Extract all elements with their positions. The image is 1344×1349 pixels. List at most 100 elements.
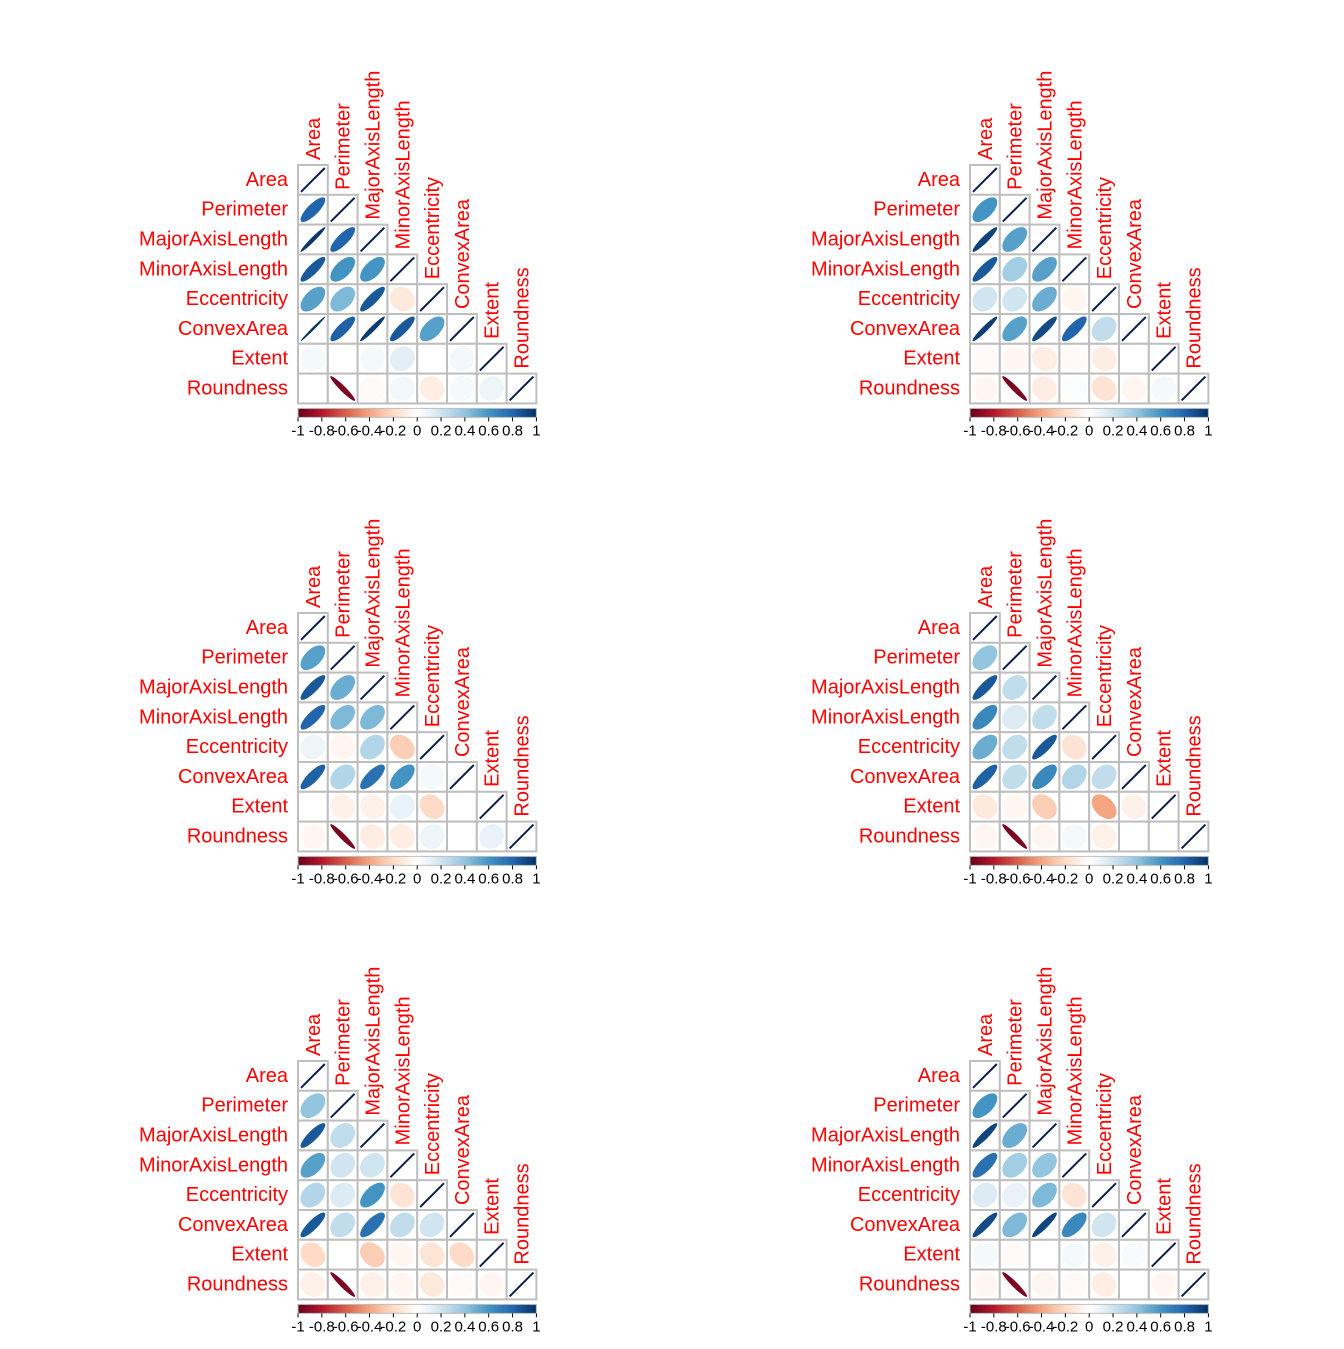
corr-ellipse-Extent-MajorAxisLength xyxy=(360,346,385,372)
colorbar-tick-label: 0 xyxy=(1085,870,1093,887)
colorbar-tick-label: 0 xyxy=(1085,1318,1093,1335)
corrplot-panel-2: Area Perimeter MajorAxisLength MinorAxisLen… xyxy=(811,71,1213,440)
corr-ellipse-Perimeter-Area xyxy=(300,1093,326,1119)
row-label-Perimeter: Perimeter xyxy=(201,1095,288,1117)
col-label-Extent: Extent xyxy=(482,282,504,339)
row-label-Area: Area xyxy=(246,617,289,639)
col-label-Roundness: Roundness xyxy=(512,715,534,816)
row-label-MinorAxisLength: MinorAxisLength xyxy=(139,706,288,728)
colorbar-tick-label: 0.8 xyxy=(502,870,523,887)
colorbar-tick-label: -0.2 xyxy=(1052,870,1078,887)
corr-ellipse-Extent-MajorAxisLength xyxy=(360,794,385,820)
corr-ellipse-Extent-MinorAxisLength xyxy=(1061,794,1087,820)
corr-ellipse-Perimeter-Area xyxy=(972,645,998,671)
colorbar xyxy=(297,407,537,418)
col-label-Area: Area xyxy=(303,117,325,160)
diagonal-mark-Perimeter xyxy=(330,1093,356,1119)
corr-ellipse-Extent-Eccentricity xyxy=(419,794,445,820)
diagonal-mark-Area xyxy=(972,167,998,193)
corr-ellipse-ConvexArea-MajorAxisLength xyxy=(360,764,385,790)
corr-ellipse-Perimeter-Area xyxy=(300,645,326,671)
diagonal-mark-Eccentricity xyxy=(1091,734,1117,760)
corr-ellipse-MinorAxisLength-MajorAxisLength xyxy=(360,704,385,730)
row-label-Area: Area xyxy=(918,617,961,639)
row-label-Extent: Extent xyxy=(903,796,960,818)
col-label-MajorAxisLength: MajorAxisLength xyxy=(1035,519,1057,668)
corr-ellipse-ConvexArea-Area xyxy=(300,1212,326,1238)
corr-ellipse-Eccentricity-MajorAxisLength xyxy=(360,734,385,760)
row-label-ConvexArea: ConvexArea xyxy=(178,318,289,340)
colorbar-tick-label: -0.8 xyxy=(309,1318,335,1335)
corr-ellipse-MajorAxisLength-Perimeter xyxy=(330,675,356,700)
colorbar xyxy=(297,1303,537,1314)
colorbar xyxy=(969,407,1209,418)
col-label-Eccentricity: Eccentricity xyxy=(422,625,444,727)
diagonal-mark-Roundness xyxy=(508,375,535,402)
col-label-MajorAxisLength: MajorAxisLength xyxy=(1035,71,1057,220)
corr-ellipse-Extent-Area xyxy=(972,794,998,820)
row-label-ConvexArea: ConvexArea xyxy=(850,766,961,788)
row-label-MajorAxisLength: MajorAxisLength xyxy=(139,1125,288,1147)
corr-ellipse-MinorAxisLength-MajorAxisLength xyxy=(1032,704,1057,730)
colorbar-tick-label: -0.4 xyxy=(1029,1318,1055,1335)
row-label-Eccentricity: Eccentricity xyxy=(186,736,288,758)
diagonal-mark-Eccentricity xyxy=(1091,1182,1117,1208)
corr-ellipse-Roundness-MajorAxisLength xyxy=(1032,1272,1057,1297)
corr-ellipse-Roundness-MajorAxisLength xyxy=(360,824,385,849)
row-label-MajorAxisLength: MajorAxisLength xyxy=(811,1125,960,1147)
row-label-Extent: Extent xyxy=(231,348,288,370)
colorbar xyxy=(969,1303,1209,1314)
corr-ellipse-Roundness-Eccentricity xyxy=(419,1272,445,1297)
corr-ellipse-Extent-MajorAxisLength xyxy=(1032,794,1057,820)
corr-ellipse-ConvexArea-Perimeter xyxy=(1002,1212,1028,1238)
row-label-Roundness: Roundness xyxy=(859,378,960,400)
corr-ellipse-ConvexArea-MajorAxisLength xyxy=(1032,316,1057,342)
col-label-Perimeter: Perimeter xyxy=(1005,103,1027,190)
colorbar-tick-label: 0 xyxy=(413,422,421,439)
row-label-MinorAxisLength: MinorAxisLength xyxy=(139,258,288,280)
corr-ellipse-MinorAxisLength-Perimeter xyxy=(1002,256,1028,282)
corr-ellipse-Extent-Area xyxy=(300,346,326,372)
col-label-MinorAxisLength: MinorAxisLength xyxy=(1064,100,1086,249)
corr-ellipse-Extent-Perimeter xyxy=(330,1242,356,1268)
corr-ellipse-Extent-Eccentricity xyxy=(419,1242,445,1268)
corr-ellipse-ConvexArea-Eccentricity xyxy=(419,1212,445,1238)
diagonal-mark-Roundness xyxy=(1180,375,1207,402)
corr-ellipse-Roundness-Area xyxy=(972,376,998,401)
row-label-Roundness: Roundness xyxy=(859,1274,960,1296)
corr-ellipse-MinorAxisLength-Area xyxy=(300,256,326,282)
corr-ellipse-Roundness-Extent xyxy=(479,376,505,401)
colorbar-tick-label: -0.2 xyxy=(380,1318,406,1335)
corr-ellipse-ConvexArea-Area xyxy=(972,1212,998,1238)
corr-ellipse-MajorAxisLength-Perimeter xyxy=(1002,675,1028,700)
row-label-Perimeter: Perimeter xyxy=(201,647,288,669)
diagonal-mark-ConvexArea xyxy=(1121,316,1147,342)
col-label-ConvexArea: ConvexArea xyxy=(452,1094,474,1205)
row-label-Roundness: Roundness xyxy=(187,1274,288,1296)
corr-ellipse-Roundness-ConvexArea xyxy=(449,1272,475,1297)
diagonal-mark-Area xyxy=(300,167,326,193)
diagonal-mark-ConvexArea xyxy=(449,764,475,790)
corr-ellipse-MajorAxisLength-Area xyxy=(972,1123,998,1148)
corr-ellipse-Extent-MajorAxisLength xyxy=(1032,1242,1057,1268)
colorbar-tick-label: 0.4 xyxy=(1126,870,1147,887)
corr-ellipse-MinorAxisLength-MajorAxisLength xyxy=(1032,256,1057,282)
col-label-Extent: Extent xyxy=(1154,730,1176,787)
row-label-Eccentricity: Eccentricity xyxy=(186,288,288,310)
corr-ellipse-ConvexArea-MinorAxisLength xyxy=(1061,764,1087,790)
colorbar-tick-label: -0.4 xyxy=(357,870,383,887)
colorbar-tick-label: -1 xyxy=(291,422,304,439)
diagonal-mark-Area xyxy=(300,1063,326,1089)
col-label-Roundness: Roundness xyxy=(512,1163,534,1264)
corr-ellipse-MajorAxisLength-Perimeter xyxy=(1002,227,1028,252)
colorbar-tick-label: -0.4 xyxy=(357,1318,383,1335)
corr-ellipse-Extent-Perimeter xyxy=(1002,1242,1028,1268)
corr-ellipse-Extent-MinorAxisLength xyxy=(389,794,415,820)
corr-ellipse-ConvexArea-MinorAxisLength xyxy=(1061,1212,1087,1238)
colorbar xyxy=(969,855,1209,866)
colorbar-tick-label: 0.8 xyxy=(1174,1318,1195,1335)
corr-ellipse-MinorAxisLength-Area xyxy=(300,704,326,730)
diagonal-mark-MajorAxisLength xyxy=(359,226,386,253)
corr-ellipse-MinorAxisLength-Perimeter xyxy=(1002,1152,1028,1178)
corr-ellipse-Perimeter-Area xyxy=(300,197,326,223)
